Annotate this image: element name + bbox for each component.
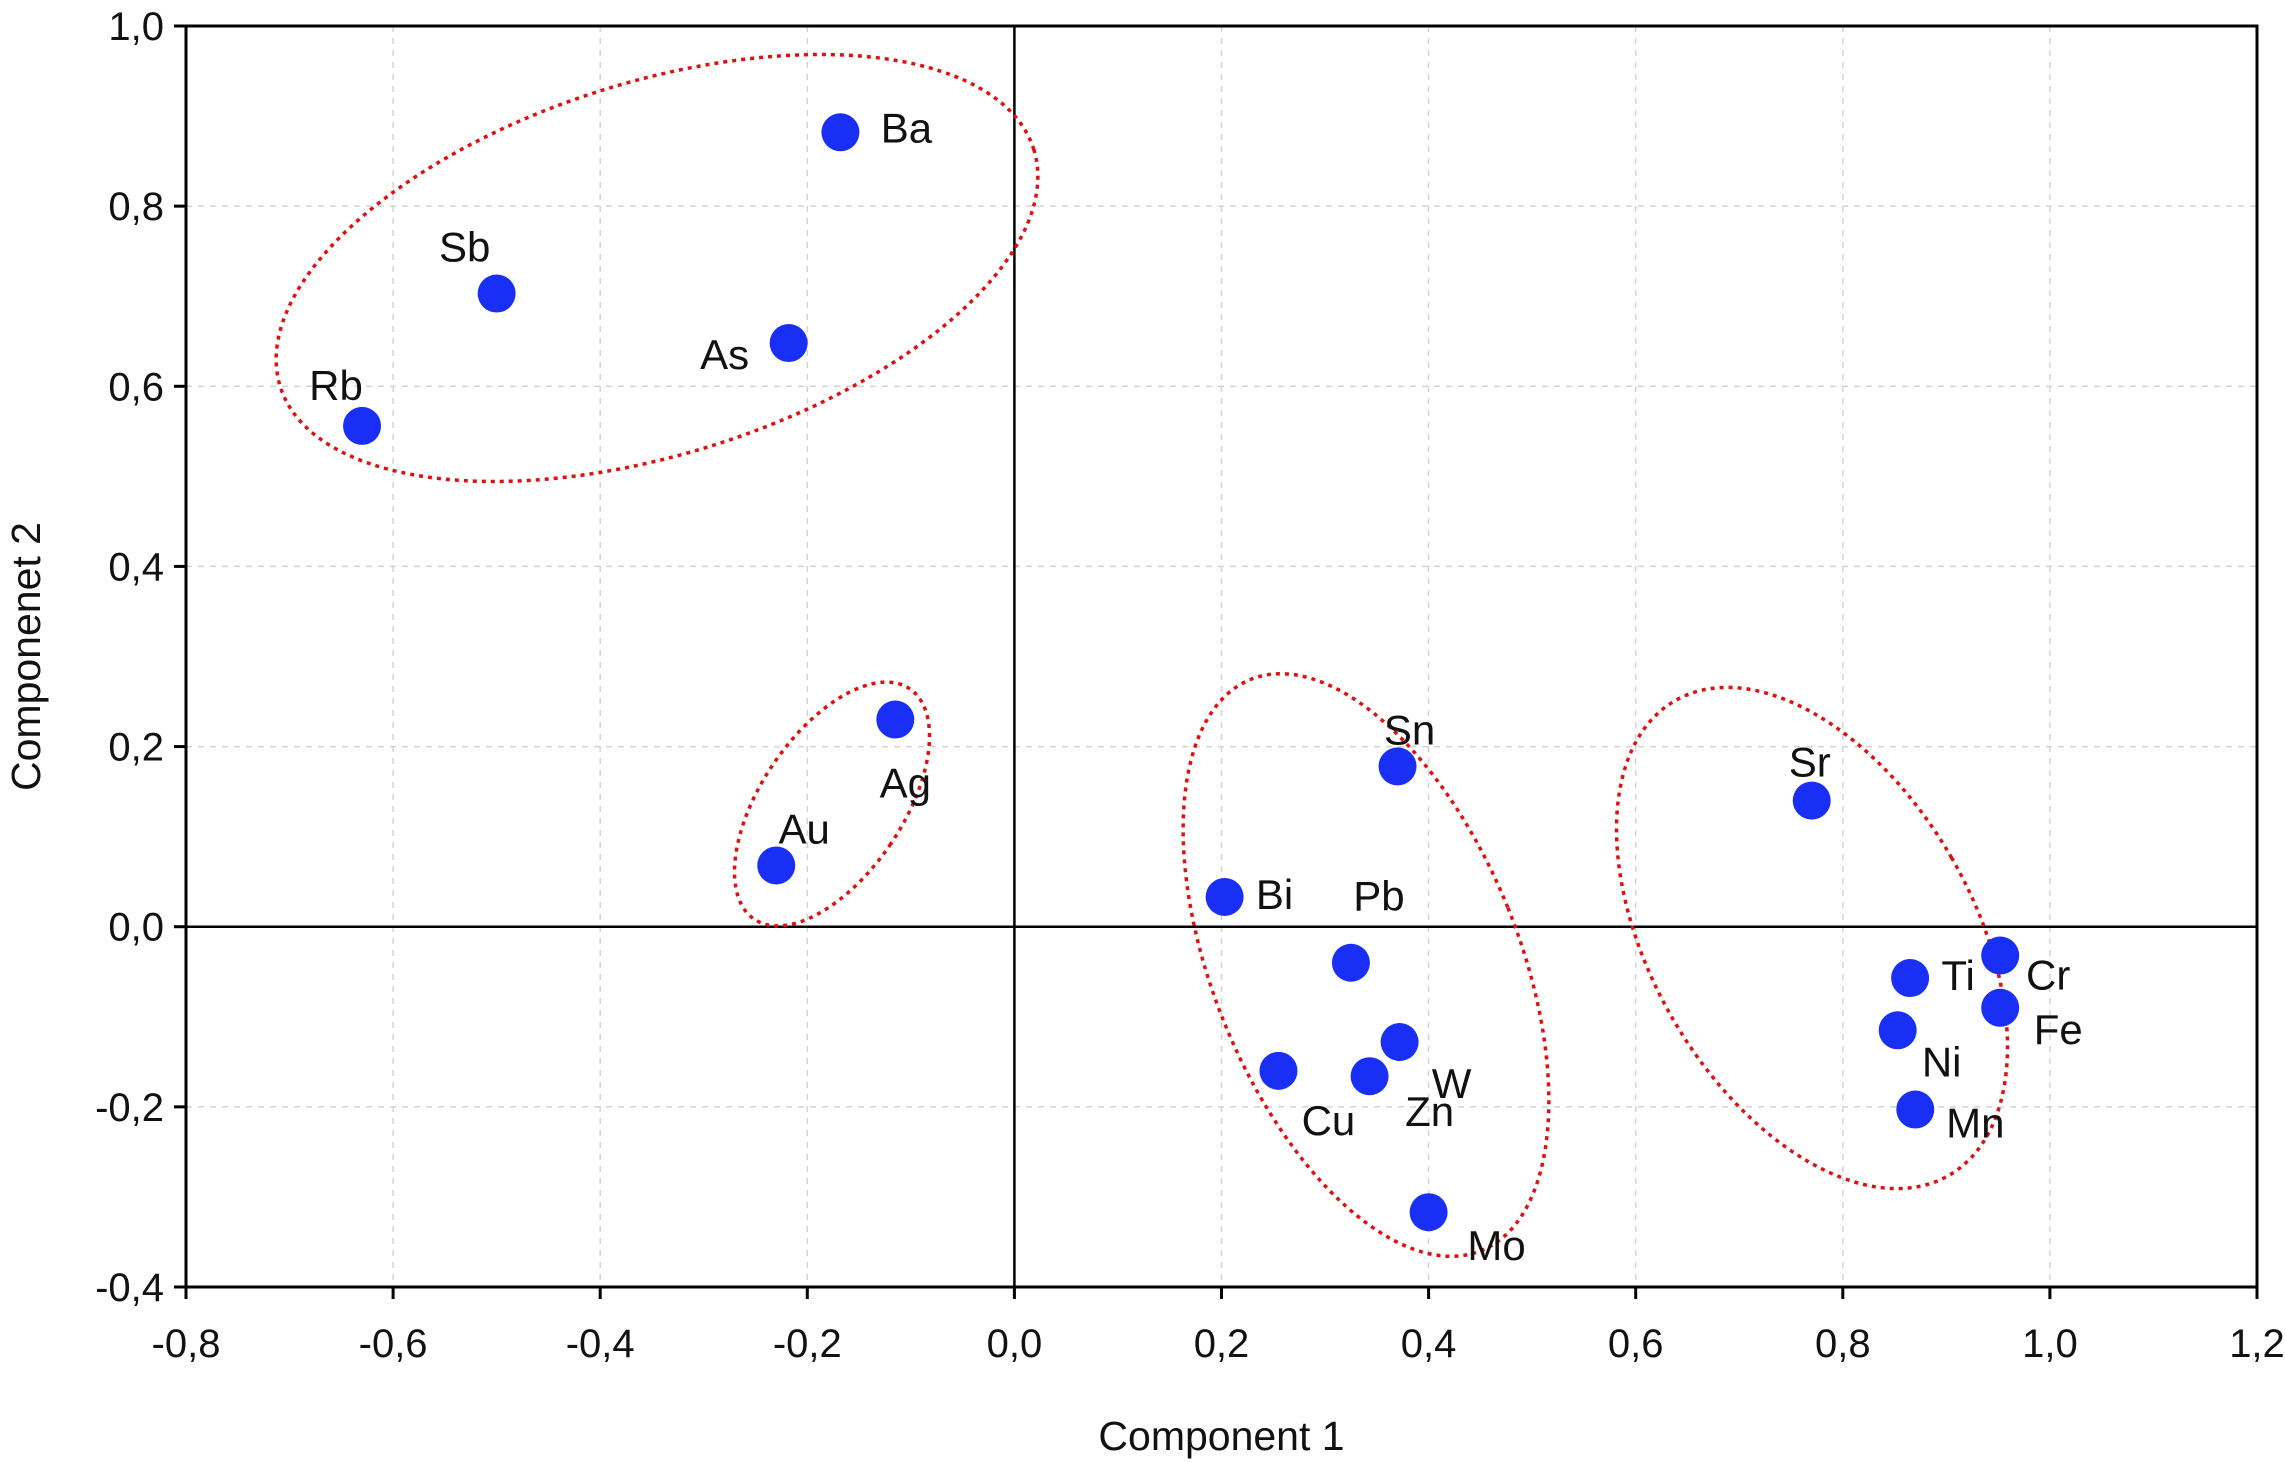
data-points: Ba Sb As Rb Ag Au Sn Bi Pb WZn Cu Mo Sr Ti Cr Fe Ni Mn bbox=[309, 104, 2083, 1269]
y-axis-title: Componenet 2 bbox=[3, 522, 49, 791]
data-point bbox=[1205, 877, 1244, 916]
point-label: Zn bbox=[1405, 1088, 1454, 1135]
data-point bbox=[1378, 747, 1417, 786]
point-label: Mn bbox=[1946, 1100, 2004, 1147]
zero-axis-lines bbox=[186, 26, 2257, 1287]
x-tick-label: -0,8 bbox=[152, 1322, 221, 1366]
y-tick-label: 0,8 bbox=[108, 185, 164, 229]
data-point bbox=[1896, 1090, 1935, 1129]
point-label: Sr bbox=[1789, 739, 1831, 786]
y-tick-label: -0,2 bbox=[95, 1086, 164, 1130]
axis-ticks bbox=[174, 24, 2259, 1299]
cluster-outline bbox=[274, 52, 1040, 484]
point-label: Cu bbox=[1302, 1097, 1356, 1144]
point-label: Bi bbox=[1256, 871, 1293, 918]
data-point bbox=[876, 700, 915, 739]
point-label: As bbox=[700, 331, 749, 378]
data-point bbox=[1409, 1193, 1448, 1232]
point-label: Rb bbox=[309, 362, 363, 409]
data-point bbox=[1380, 1023, 1419, 1062]
point-label: Sb bbox=[439, 224, 490, 271]
y-tick-label: -0,4 bbox=[95, 1266, 164, 1310]
point-label: W bbox=[1432, 1060, 1472, 1107]
data-point bbox=[1259, 1051, 1298, 1090]
grid-lines bbox=[186, 26, 2257, 1287]
data-point bbox=[757, 846, 796, 885]
x-tick-label: -0,2 bbox=[773, 1322, 842, 1366]
point-label: Mo bbox=[1467, 1222, 1525, 1269]
data-point bbox=[769, 324, 808, 363]
cluster-outline bbox=[1614, 685, 2010, 1191]
x-tick-label: 0,4 bbox=[1401, 1322, 1457, 1366]
point-label: Cr bbox=[2026, 952, 2070, 999]
data-point bbox=[343, 406, 382, 445]
cluster-outline bbox=[732, 680, 932, 928]
y-tick-label: 0,4 bbox=[108, 545, 164, 589]
data-point bbox=[1981, 936, 2020, 975]
point-label: Ba bbox=[881, 104, 933, 151]
x-tick-label: 0,2 bbox=[1194, 1322, 1250, 1366]
point-label: Fe bbox=[2034, 1006, 2083, 1053]
point-label: Ti bbox=[1941, 952, 1974, 999]
x-tick-label: -0,6 bbox=[359, 1322, 428, 1366]
x-tick-label: -0,4 bbox=[566, 1322, 635, 1366]
point-label: Ag bbox=[880, 760, 931, 807]
data-point bbox=[821, 113, 860, 152]
cluster-outlines bbox=[274, 52, 2010, 1259]
point-label: Ni bbox=[1922, 1038, 1962, 1085]
x-tick-label: 1,0 bbox=[2022, 1322, 2078, 1366]
data-point bbox=[1878, 1011, 1917, 1050]
x-axis-title: Component 1 bbox=[1098, 1413, 1344, 1459]
x-tick-label: 0,0 bbox=[987, 1322, 1043, 1366]
data-point bbox=[1792, 781, 1831, 820]
y-tick-label: 1,0 bbox=[108, 5, 164, 49]
cluster-outline bbox=[1181, 671, 1551, 1259]
point-label: Sn bbox=[1384, 706, 1435, 753]
data-point bbox=[1331, 943, 1370, 982]
data-point bbox=[1891, 959, 1930, 998]
y-tick-label: 0,6 bbox=[108, 365, 164, 409]
axis-tick-labels: -0,8 -0,6 -0,4 -0,2 0,0 0,2 0,4 0,6 0,8 1,0 1,2 1,0… bbox=[95, 5, 2285, 1366]
x-tick-label: 1,2 bbox=[2229, 1322, 2285, 1366]
data-point bbox=[1981, 988, 2020, 1027]
data-point bbox=[477, 274, 516, 313]
point-label: Pb bbox=[1353, 873, 1404, 920]
y-tick-label: 0,2 bbox=[108, 726, 164, 770]
data-point bbox=[1350, 1057, 1389, 1096]
y-tick-label: 0,0 bbox=[108, 906, 164, 950]
x-tick-label: 0,8 bbox=[1815, 1322, 1871, 1366]
point-label: Au bbox=[779, 805, 830, 852]
x-tick-label: 0,6 bbox=[1608, 1322, 1664, 1366]
